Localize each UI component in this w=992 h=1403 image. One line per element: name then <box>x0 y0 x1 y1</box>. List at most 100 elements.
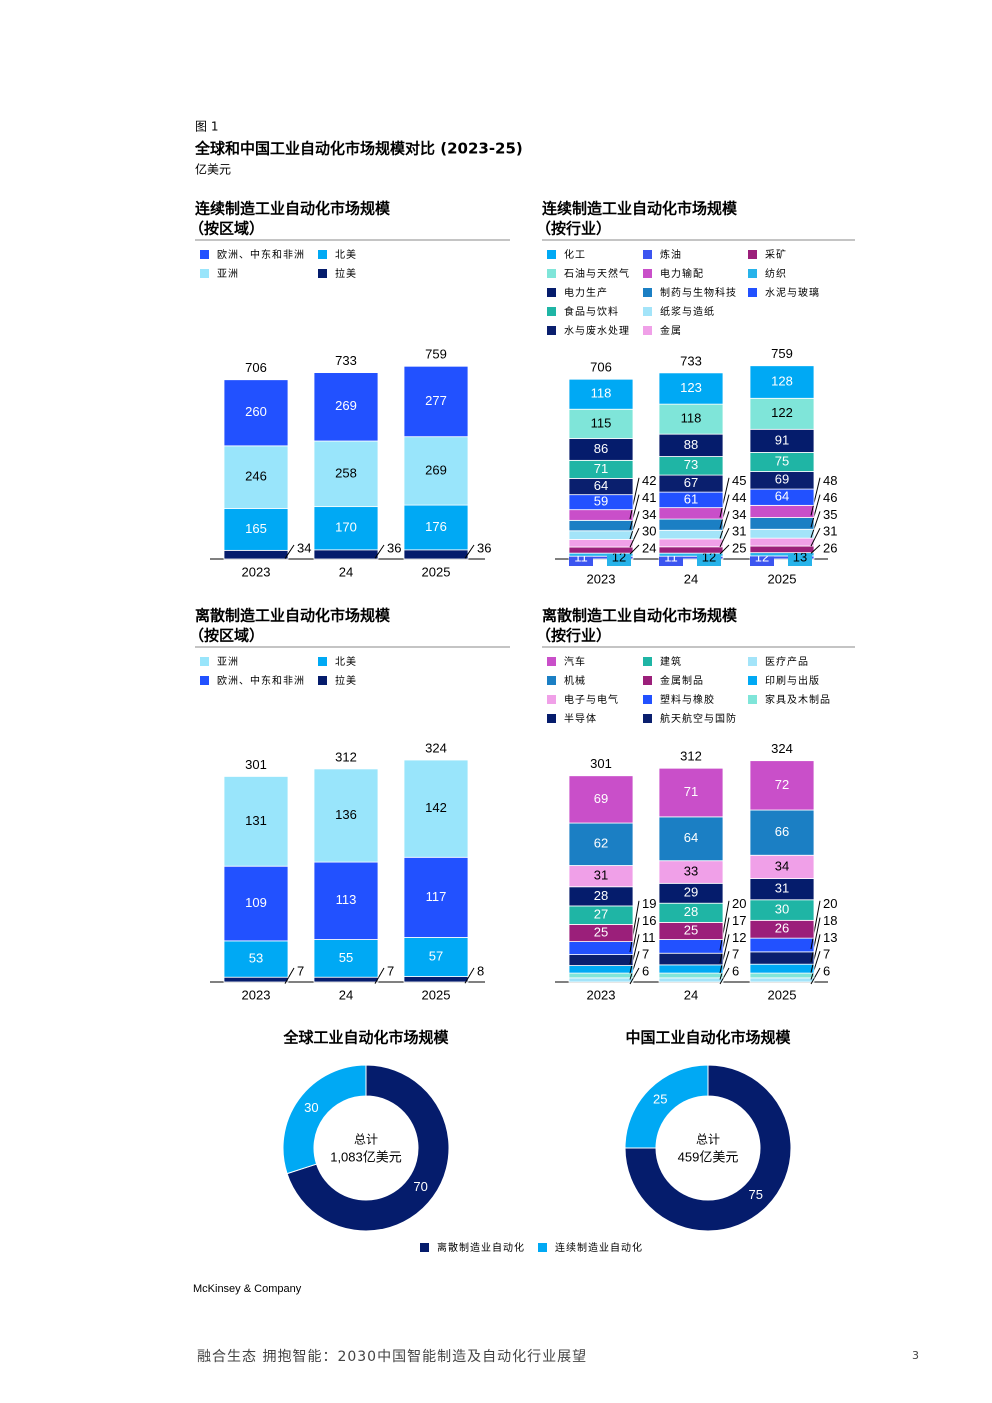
bar-segment <box>403 504 469 551</box>
bar-segment <box>403 976 469 983</box>
x-tick-label: 24 <box>339 564 353 579</box>
bar-segment <box>658 972 724 979</box>
value-box <box>607 550 631 566</box>
value-label: 27 <box>594 907 608 922</box>
legend-swatch <box>200 250 209 259</box>
leader-line <box>810 967 821 985</box>
total-label: 301 <box>590 756 612 771</box>
bar-segment <box>313 768 379 863</box>
legend-label: 建筑 <box>660 655 682 668</box>
chart-subtitle: （按区域） <box>189 627 264 645</box>
legend-swatch <box>318 250 327 259</box>
leader-line <box>719 477 730 518</box>
value-label: 34 <box>297 540 311 555</box>
total-label: 324 <box>771 741 793 756</box>
leader-line <box>629 951 640 980</box>
legend-label: 离散制造业自动化 <box>437 1241 525 1254</box>
legend-label: 连续制造业自动化 <box>555 1241 643 1254</box>
legend-swatch <box>643 307 652 316</box>
leader-line <box>719 544 730 555</box>
legend-label: 塑料与橡胶 <box>660 693 715 706</box>
value-label: 59 <box>594 494 608 509</box>
x-tick-label: 2023 <box>242 564 271 579</box>
bar-segment <box>568 539 634 548</box>
bar-segment <box>658 372 724 405</box>
bar-segment <box>568 530 634 540</box>
value-label: 24 <box>642 540 656 555</box>
bar-segment <box>403 937 469 977</box>
value-label: 86 <box>594 441 608 456</box>
legend-label: 电力生产 <box>564 286 608 299</box>
value-label: 25 <box>684 922 698 937</box>
value-label: 34 <box>775 858 789 873</box>
legend-swatch <box>748 676 757 685</box>
bar-segment <box>223 507 289 551</box>
chart-title: 连续制造工业自动化市场规模 <box>195 200 391 218</box>
legend-label: 电子与电气 <box>564 693 619 706</box>
value-label: 70 <box>413 1179 427 1194</box>
value-label: 6 <box>823 963 830 978</box>
value-label: 91 <box>775 432 789 447</box>
bar-segment <box>658 546 724 554</box>
value-label: 136 <box>335 807 357 822</box>
legend-swatch <box>547 714 556 723</box>
leader-line <box>284 967 295 984</box>
legend-swatch <box>748 250 757 259</box>
legend-label: 家具及木制品 <box>765 693 831 706</box>
legend-swatch <box>318 676 327 685</box>
leader-line <box>810 917 821 963</box>
leader-line <box>629 967 640 985</box>
total-label: 733 <box>335 353 357 368</box>
leader-line <box>464 544 475 559</box>
value-label: 20 <box>823 896 837 911</box>
leader-line <box>629 477 640 520</box>
legend-label: 金属制品 <box>660 674 704 687</box>
total-label: 759 <box>425 347 447 362</box>
value-label: 44 <box>732 490 746 505</box>
leader-line <box>719 934 730 974</box>
x-tick-label: 24 <box>684 571 698 586</box>
total-label: 312 <box>680 749 702 764</box>
chart-title: 离散制造工业自动化市场规模 <box>542 607 738 625</box>
total-label: 706 <box>245 360 267 375</box>
value-label: 19 <box>642 896 656 911</box>
report-title: 融合生态 拥抱智能：2030中国智能制造及自动化行业展望 <box>197 1349 587 1365</box>
chart-subtitle: （按行业） <box>536 220 611 238</box>
value-label: 118 <box>591 386 612 401</box>
bar-segment <box>749 528 815 539</box>
center-label: 总计 <box>696 1133 720 1147</box>
legend-swatch <box>420 1243 429 1252</box>
total-label: 301 <box>245 757 267 772</box>
value-label: 64 <box>684 830 698 845</box>
total-label: 312 <box>335 749 357 764</box>
legend-swatch <box>547 288 556 297</box>
leader-line <box>719 917 730 964</box>
bar-segment <box>658 767 724 818</box>
leader-line <box>719 494 730 529</box>
leader-line <box>629 900 640 953</box>
value-box <box>788 550 812 566</box>
value-label: 36 <box>387 540 401 555</box>
bar-segment <box>568 977 634 983</box>
legend-label: 食品与饮料 <box>564 305 619 318</box>
legend-swatch <box>643 657 652 666</box>
value-label: 33 <box>684 863 698 878</box>
leader-line <box>810 934 821 973</box>
value-label: 69 <box>775 472 789 487</box>
bar-segment <box>568 509 634 521</box>
donut-slice <box>624 1064 709 1149</box>
legend-label: 金属 <box>660 324 682 337</box>
legend-label: 北美 <box>335 655 357 668</box>
value-label: 123 <box>680 380 702 395</box>
legend-label: 电力输配 <box>660 267 704 280</box>
value-label: 122 <box>771 405 793 420</box>
chart-subtitle: （按区域） <box>189 220 264 238</box>
legend-label: 医疗产品 <box>765 655 809 668</box>
x-tick-label: 24 <box>339 987 353 1002</box>
bar-segment <box>749 937 815 953</box>
legend-swatch <box>748 695 757 704</box>
x-tick-label: 2025 <box>422 987 451 1002</box>
leader-line <box>374 544 385 559</box>
value-label: 142 <box>425 800 447 815</box>
